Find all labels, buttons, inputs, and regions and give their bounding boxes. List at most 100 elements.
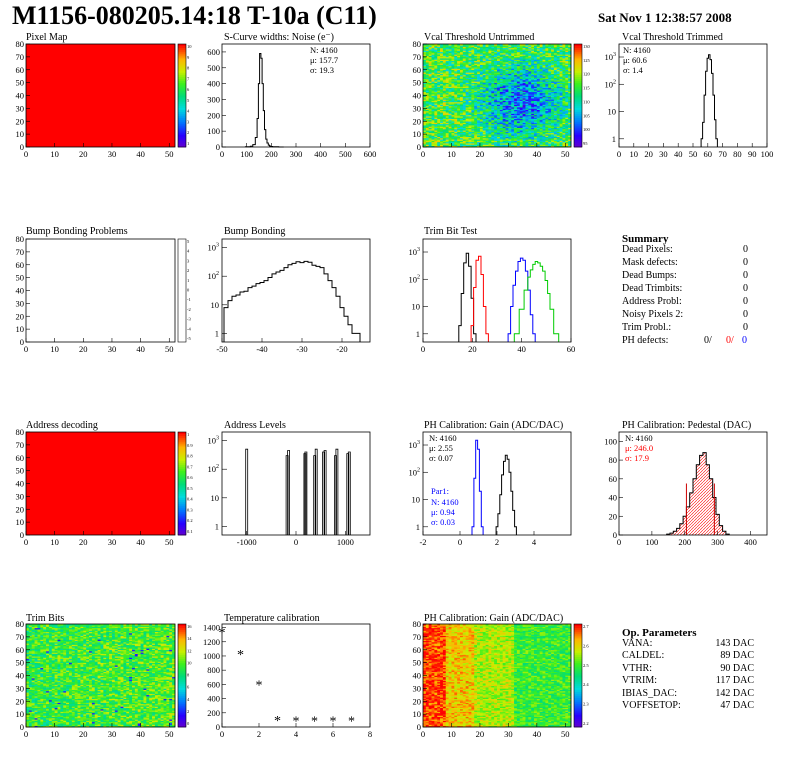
op-param-row: VTRIM: 117 DAC (622, 675, 754, 687)
op-param-value: 90 DAC (720, 662, 754, 674)
x-tick-label: 30 (108, 149, 117, 159)
plot-title: PH Calibration: Pedestal (DAC) (622, 420, 752, 431)
x-tick-label: 40 (136, 729, 145, 739)
x-tick-label: 10 (50, 729, 59, 739)
y-tick-label: 0 (20, 722, 24, 732)
histogram-bar (313, 455, 317, 535)
plot-frame (221, 43, 371, 148)
scatter-point: * (311, 714, 318, 729)
x-tick-label: 0 (24, 344, 28, 354)
plot-p6: -50 -40 -30 -20 1 10 102 103 (208, 238, 371, 354)
x-tick-label: 0 (220, 729, 224, 739)
color-scale-tick: 12 (187, 648, 192, 653)
x-tick-label: 50 (165, 149, 174, 159)
stats-line: σ: 17.9 (625, 453, 649, 463)
x-tick-label: 0 (294, 537, 298, 547)
y-tick-label: 0 (20, 530, 24, 540)
ph-defect-value: 0/ (726, 335, 734, 346)
y-tick-label: 800 (207, 665, 220, 675)
heatmap-cells (423, 624, 572, 728)
color-scale-tick: -1 (187, 297, 191, 302)
stats-line: μ: 0.94 (431, 507, 456, 517)
y-tick-label: 60 (413, 65, 422, 75)
y-tick-label: 10 (413, 709, 422, 719)
y-tick-label: 0 (417, 142, 421, 152)
y-tick-label: 20 (16, 116, 25, 126)
y-tick-label: 80 (16, 235, 25, 244)
y-tick-label: 70 (16, 247, 25, 257)
y-axis: 1 10 102 103 (409, 247, 428, 339)
x-tick-label: 10 (50, 149, 59, 159)
y-tick-label: 40 (609, 493, 618, 503)
x-tick-label: 6 (331, 729, 335, 739)
plot-title: Trim Bits (26, 613, 65, 624)
color-scale-tick: 105 (583, 113, 591, 118)
histogram-series (471, 439, 484, 535)
histogram-series (470, 255, 489, 342)
color-scale-tick: 1 (187, 141, 189, 146)
heatmap-cells (26, 44, 175, 147)
y-tick-label: 0 (417, 722, 421, 732)
y-tick-label: 10 (608, 107, 617, 117)
x-axis: 0 10 20 30 40 50 (24, 723, 174, 739)
scatter-point: * (274, 714, 281, 729)
summary-value: 0 (743, 322, 748, 333)
stats-line: N: 4160 (431, 497, 459, 507)
x-tick-label: 1000 (337, 537, 354, 547)
y-tick-label: 20 (16, 696, 25, 706)
y-tick-label: 60 (16, 65, 25, 75)
y-tick-label: 50 (413, 78, 422, 88)
x-tick-label: 20 (476, 729, 485, 739)
plot-frame (422, 238, 572, 343)
color-scale-tick: 0.1 (187, 529, 193, 534)
y-tick-label: 600 (207, 679, 220, 689)
y-tick-label: 10 (16, 129, 25, 139)
stats-line: μ: 157.7 (310, 55, 338, 65)
color-scale-tick: 0 (187, 721, 190, 726)
plot-frame (618, 431, 768, 536)
y-tick-label: 600 (207, 47, 220, 57)
stats-line: μ: 246.0 (625, 443, 653, 453)
x-axis: 0 10 20 30 40 50 (24, 338, 174, 354)
x-tick-label: -20 (336, 344, 347, 354)
color-scale-tick: 0.3 (187, 507, 193, 512)
plot-p2: 0 100 200 300 400 500 600 0 100 200 300 400 500 600 N:… (207, 43, 376, 159)
scatter-point: * (237, 648, 244, 663)
x-tick-label: -50 (216, 344, 227, 354)
stats-line: σ: 19.3 (310, 65, 334, 75)
color-scale-tick: 0.4 (187, 497, 193, 502)
stats-line: Par1: (431, 486, 449, 496)
y-tick-label: 102 (208, 271, 220, 281)
y-axis: 0 20 40 60 80 100 (604, 436, 623, 540)
y-tick-label: 80 (16, 620, 25, 629)
color-scale-tick: 8 (187, 673, 190, 678)
histogram-bar (335, 448, 339, 535)
scatter-point: * (330, 714, 337, 729)
x-tick-label: 100 (761, 149, 774, 159)
x-axis: 0 10 20 30 40 50 (24, 143, 174, 159)
y-tick-label: 1 (215, 521, 219, 531)
x-tick-label: 50 (561, 149, 570, 159)
y-tick-label: 200 (207, 110, 220, 120)
op-param-label: VANA: (622, 638, 653, 649)
color-scale: 2.7 2.6 2.5 2.4 2.3 2.2 (573, 623, 589, 728)
y-tick-label: 20 (413, 116, 422, 126)
stats-line: N: 4160 (625, 433, 653, 443)
y-tick-label: 1200 (203, 637, 220, 647)
plot-p7: 0 20 40 60 1 10 102 103 (409, 238, 575, 354)
color-scale-tick: 16 (187, 624, 192, 629)
y-tick-label: 1000 (203, 651, 220, 661)
x-tick-label: 40 (136, 537, 145, 547)
y-tick-label: 60 (16, 260, 25, 270)
color-scale-tick: 3 (187, 119, 190, 124)
x-tick-label: 20 (79, 149, 88, 159)
timestamp: Sat Nov 1 12:38:57 2008 (598, 10, 732, 25)
y-tick-label: 400 (207, 694, 220, 704)
summary-label: Dead Pixels: (622, 244, 673, 255)
y-tick-label: 103 (208, 436, 220, 446)
x-tick-label: 500 (339, 149, 352, 159)
summary-row: Trim Probl.: 0 (622, 322, 748, 334)
x-axis: 0 10 20 30 40 50 60 70 80 90 100 (617, 143, 774, 159)
